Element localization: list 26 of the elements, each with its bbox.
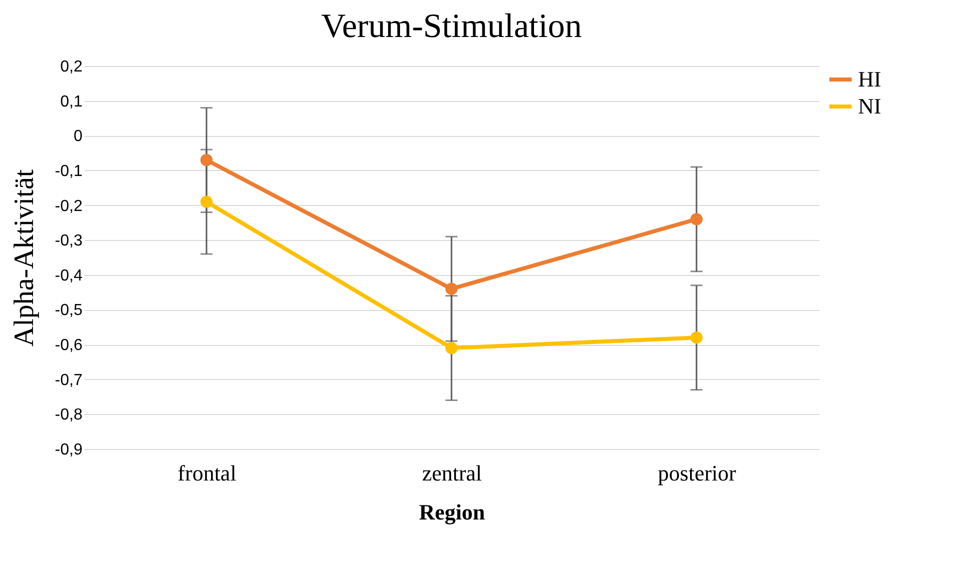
y-tick-label: -0,5: [54, 302, 83, 320]
x-axis-title: Region: [419, 500, 485, 524]
point: [690, 331, 703, 344]
legend-label: NI: [858, 94, 882, 118]
y-tick-label: -0,9: [54, 442, 83, 458]
y-tick-label: -0,6: [54, 337, 83, 354]
y-tick-label: -0,7: [54, 372, 83, 389]
point: [200, 154, 213, 166]
point: [690, 213, 703, 226]
y-tick-label: 0,2: [60, 58, 83, 76]
legend-label: HI: [858, 66, 882, 92]
point: [200, 196, 213, 208]
y-tick-label: -0,4: [54, 267, 83, 284]
y-tick-label: -0,3: [54, 232, 83, 250]
y-tick-label: 0,1: [60, 93, 83, 110]
y-tick-label: -0,1: [54, 162, 83, 180]
y-tick-label: -0,8: [54, 406, 83, 424]
x-tick-label: frontal: [178, 460, 236, 486]
chart-title: Verum-Stimulation: [321, 8, 582, 45]
y-axis-title: Alpha-Aktivität: [8, 169, 40, 347]
x-tick-label: zentral: [422, 460, 482, 486]
y-tick-label: -0,2: [54, 198, 83, 215]
point: [445, 342, 458, 354]
point: [445, 282, 458, 295]
x-tick-label: posterior: [658, 460, 737, 486]
y-tick-label: 0: [74, 128, 83, 146]
